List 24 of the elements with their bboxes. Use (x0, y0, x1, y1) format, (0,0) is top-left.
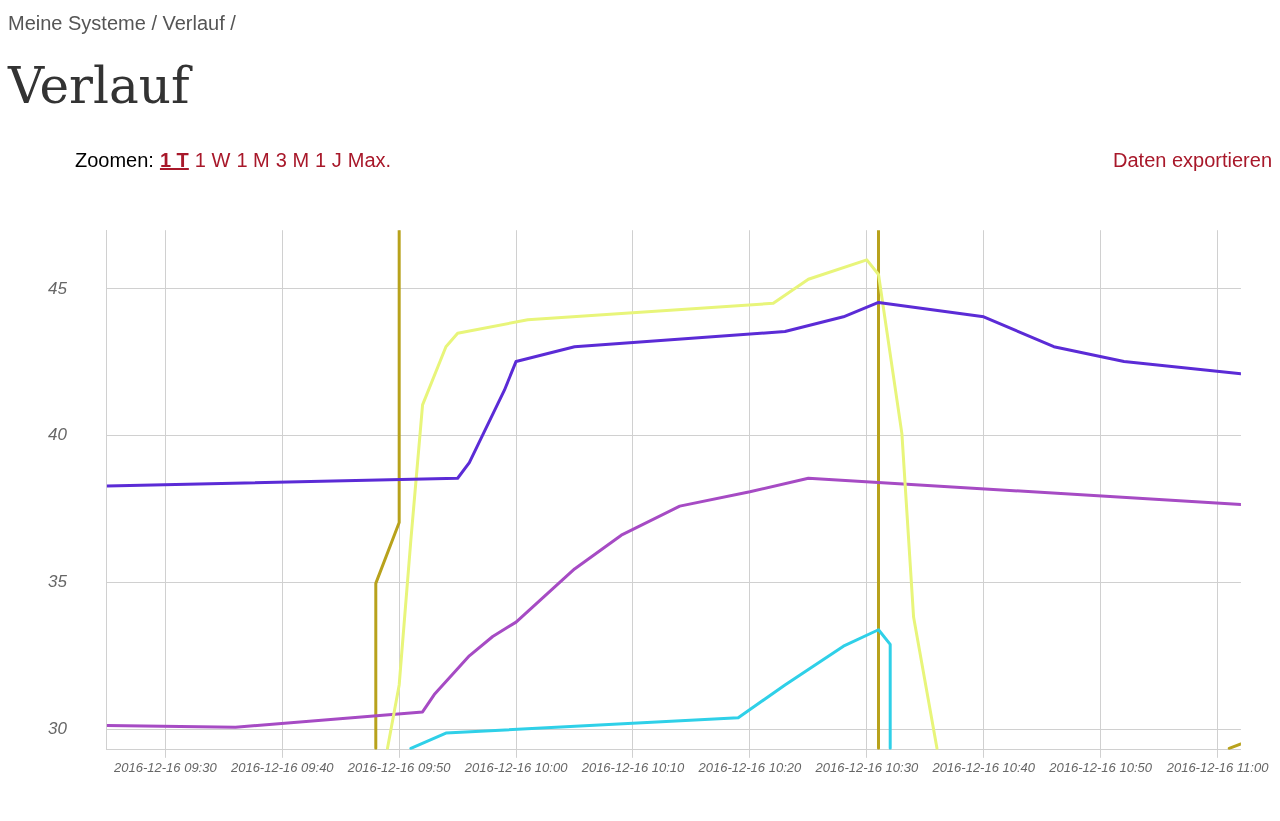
y-tick-label: 30 (47, 718, 68, 738)
x-tick-label: 2016-12-16 10:40 (931, 760, 1036, 776)
y-tick-label: 35 (47, 572, 68, 592)
x-tick-label: 2016-12-16 11:00 (1165, 760, 1270, 776)
x-tick-label: 2016-12-16 10:50 (1048, 760, 1153, 776)
x-tick-label: 2016-12-16 09:30 (113, 760, 218, 776)
y-tick-label: 40 (47, 425, 68, 445)
x-tick-label: 2016-12-16 09:50 (346, 760, 452, 776)
text: 1 T (159, 149, 189, 171)
y-tick-label: 45 (47, 278, 68, 298)
x-tick-label: 2016-12-16 10:10 (580, 760, 686, 776)
x-tick-label: 2016-12-16 09:40 (229, 760, 335, 776)
text: Daten exportieren (1113, 149, 1272, 172)
chart-subtitle: Meine Systeme / Verlauf / (8, 12, 237, 35)
x-tick-label: 2016-12-16 10:00 (463, 760, 569, 776)
text: 3 M (275, 149, 310, 171)
text: 1 M (236, 149, 270, 171)
text: 1 W (194, 149, 231, 171)
text: Zoomen: (75, 149, 154, 171)
text: Max. (347, 149, 392, 171)
chart-title: Verlauf (8, 57, 194, 115)
text: 1 J (315, 149, 342, 171)
x-tick-label: 2016-12-16 10:20 (697, 760, 802, 776)
x-tick-label: 2016-12-16 10:30 (814, 760, 919, 776)
